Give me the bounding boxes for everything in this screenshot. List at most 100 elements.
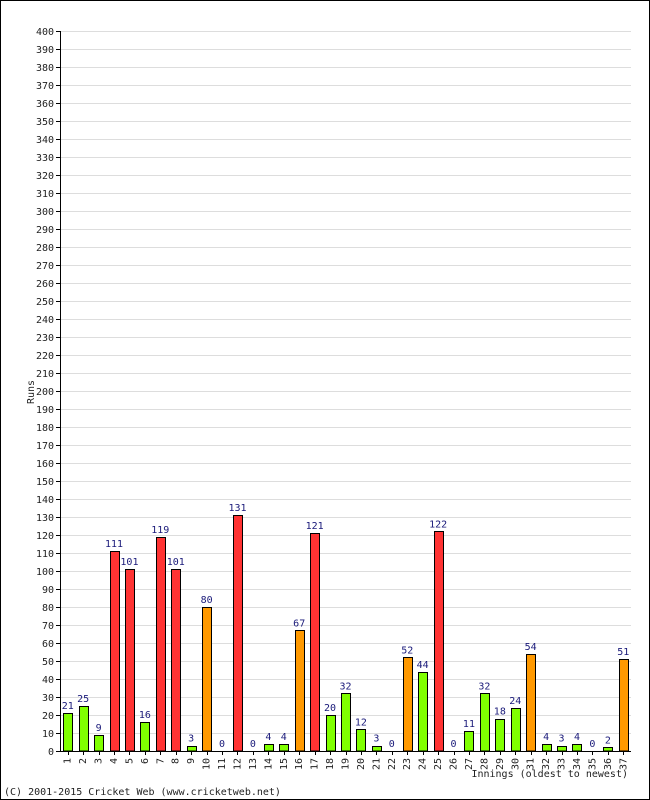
- y-tick-label: 150: [36, 477, 54, 488]
- data-label: 2: [605, 735, 611, 746]
- y-tick-label: 180: [36, 423, 54, 434]
- data-label: 101: [167, 557, 185, 568]
- y-tick-label: 80: [42, 603, 54, 614]
- y-tick-label: 130: [36, 513, 54, 524]
- data-label: 4: [574, 732, 580, 743]
- bar: [372, 746, 382, 752]
- data-label: 12: [355, 717, 367, 728]
- x-tick-label: 24: [418, 758, 429, 770]
- bar: [171, 569, 181, 752]
- bar: [526, 654, 536, 752]
- x-tick-label: 2: [78, 758, 89, 764]
- y-tick-label: 50: [42, 657, 54, 668]
- y-tick-label: 200: [36, 387, 54, 398]
- x-tick-label: 7: [155, 758, 166, 764]
- x-tick-label: 22: [387, 758, 398, 770]
- x-tick-label: 5: [124, 758, 135, 764]
- y-tick-label: 160: [36, 459, 54, 470]
- data-label: 111: [105, 539, 123, 550]
- bar: [418, 672, 428, 752]
- bar: [79, 706, 89, 752]
- x-tick-label: 27: [464, 758, 475, 770]
- bar: [464, 731, 474, 752]
- bar: [326, 715, 336, 752]
- x-tick-label: 26: [449, 758, 460, 770]
- data-label: 80: [201, 595, 213, 606]
- data-label: 32: [339, 681, 351, 692]
- x-tick-label: 30: [510, 758, 521, 770]
- data-label: 0: [219, 739, 225, 750]
- x-tick-label: 28: [479, 758, 490, 770]
- data-label: 4: [281, 732, 287, 743]
- y-tick-label: 250: [36, 297, 54, 308]
- x-tick-label: 12: [232, 758, 243, 770]
- x-tick-label: 16: [294, 758, 305, 770]
- data-label: 0: [250, 739, 256, 750]
- x-tick-label: 11: [217, 758, 228, 770]
- x-tick-label: 3: [94, 758, 105, 764]
- data-label: 3: [188, 734, 194, 745]
- y-tick-label: 60: [42, 639, 54, 650]
- x-tick-label: 36: [603, 758, 614, 770]
- bar: [356, 729, 366, 752]
- x-tick-label: 23: [402, 758, 413, 770]
- data-label: 32: [478, 681, 490, 692]
- y-tick-label: 0: [48, 747, 54, 758]
- data-label: 18: [494, 707, 506, 718]
- bar: [295, 630, 305, 752]
- data-label: 0: [451, 739, 457, 750]
- y-tick-labels: 0 10 20 30 40 50 60 70 80 90 100 110 120 130 140 150 160…: [36, 27, 54, 758]
- axes: [56, 31, 631, 755]
- bar: [202, 607, 212, 752]
- y-tick-label: 90: [42, 585, 54, 596]
- bar: [156, 537, 166, 752]
- x-tick-label: 35: [587, 758, 598, 770]
- y-tick-label: 40: [42, 675, 54, 686]
- x-tick-label: 10: [202, 758, 213, 770]
- bar: [110, 551, 120, 752]
- x-tick-label: 13: [248, 758, 259, 770]
- data-label: 0: [389, 739, 395, 750]
- data-label: 0: [589, 739, 595, 750]
- data-label: 3: [373, 734, 379, 745]
- bar: [572, 744, 582, 752]
- data-label: 122: [429, 519, 447, 530]
- bar: [140, 722, 150, 752]
- bar: [279, 744, 289, 752]
- y-tick-label: 370: [36, 81, 54, 92]
- y-tick-label: 170: [36, 441, 54, 452]
- y-tick-label: 110: [36, 549, 54, 560]
- x-tick-label: 31: [526, 758, 537, 770]
- data-label: 3: [559, 734, 565, 745]
- data-label: 131: [228, 503, 246, 514]
- x-tick-label: 4: [109, 758, 120, 764]
- x-tick-label: 9: [186, 758, 197, 764]
- x-tick-label: 25: [433, 758, 444, 770]
- data-label: 16: [139, 710, 151, 721]
- x-tick-label: 18: [325, 758, 336, 770]
- y-tick-label: 220: [36, 351, 54, 362]
- bar: [341, 693, 351, 752]
- y-tick-label: 230: [36, 333, 54, 344]
- bar: [63, 713, 73, 752]
- bar: [310, 533, 320, 752]
- x-tick-label: 34: [572, 758, 583, 770]
- x-tick-label: 17: [310, 758, 321, 770]
- x-tick-label: 32: [541, 758, 552, 770]
- y-tick-label: 10: [42, 729, 54, 740]
- data-label: 20: [324, 703, 336, 714]
- data-label: 24: [509, 696, 521, 707]
- bar: [187, 746, 197, 752]
- bar: [264, 744, 274, 752]
- data-label: 51: [617, 647, 629, 658]
- y-tick-label: 400: [36, 27, 54, 38]
- x-tick-label: 20: [356, 758, 367, 770]
- bars: [63, 515, 629, 752]
- bar: [233, 515, 243, 752]
- y-tick-label: 240: [36, 315, 54, 326]
- y-tick-label: 290: [36, 225, 54, 236]
- bar: [557, 746, 567, 752]
- data-label: 101: [120, 557, 138, 568]
